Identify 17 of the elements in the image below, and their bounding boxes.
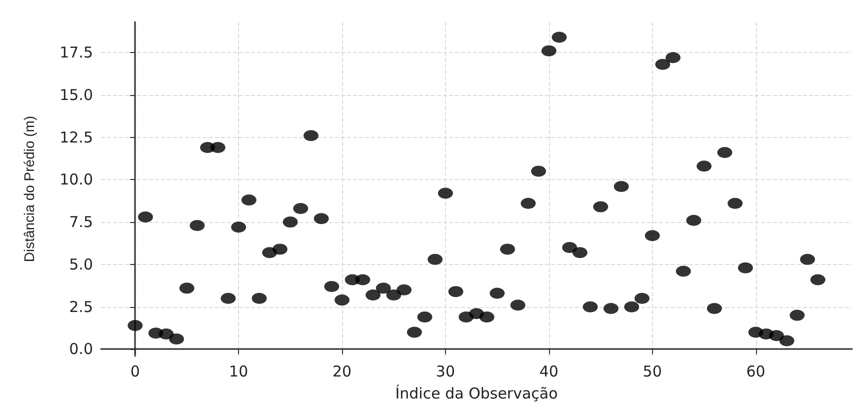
y-axis-title: Distância do Prédio (m) bbox=[21, 116, 37, 262]
x-tick-label: 60 bbox=[746, 362, 766, 380]
y-tick-label: 5.0 bbox=[69, 255, 93, 274]
y-tick-label: 12.5 bbox=[60, 128, 93, 146]
y-tick-label: 7.5 bbox=[69, 213, 93, 232]
x-tick-label: 30 bbox=[436, 362, 456, 380]
y-tick-label: 17.5 bbox=[60, 44, 93, 62]
x-axis-title: Índice da Observação bbox=[395, 384, 558, 402]
x-tick-label: 40 bbox=[539, 362, 558, 380]
x-tick-label: 0 bbox=[130, 362, 140, 380]
x-tick-label: 50 bbox=[642, 362, 662, 380]
y-tick-label: 2.5 bbox=[69, 298, 93, 316]
y-tick-label: 0.0 bbox=[69, 340, 93, 358]
x-tick-label: 10 bbox=[229, 362, 248, 380]
x-tick-label: 20 bbox=[332, 362, 352, 380]
y-tick-label: 15.0 bbox=[60, 86, 93, 104]
y-tick-label: 10.0 bbox=[60, 170, 93, 189]
